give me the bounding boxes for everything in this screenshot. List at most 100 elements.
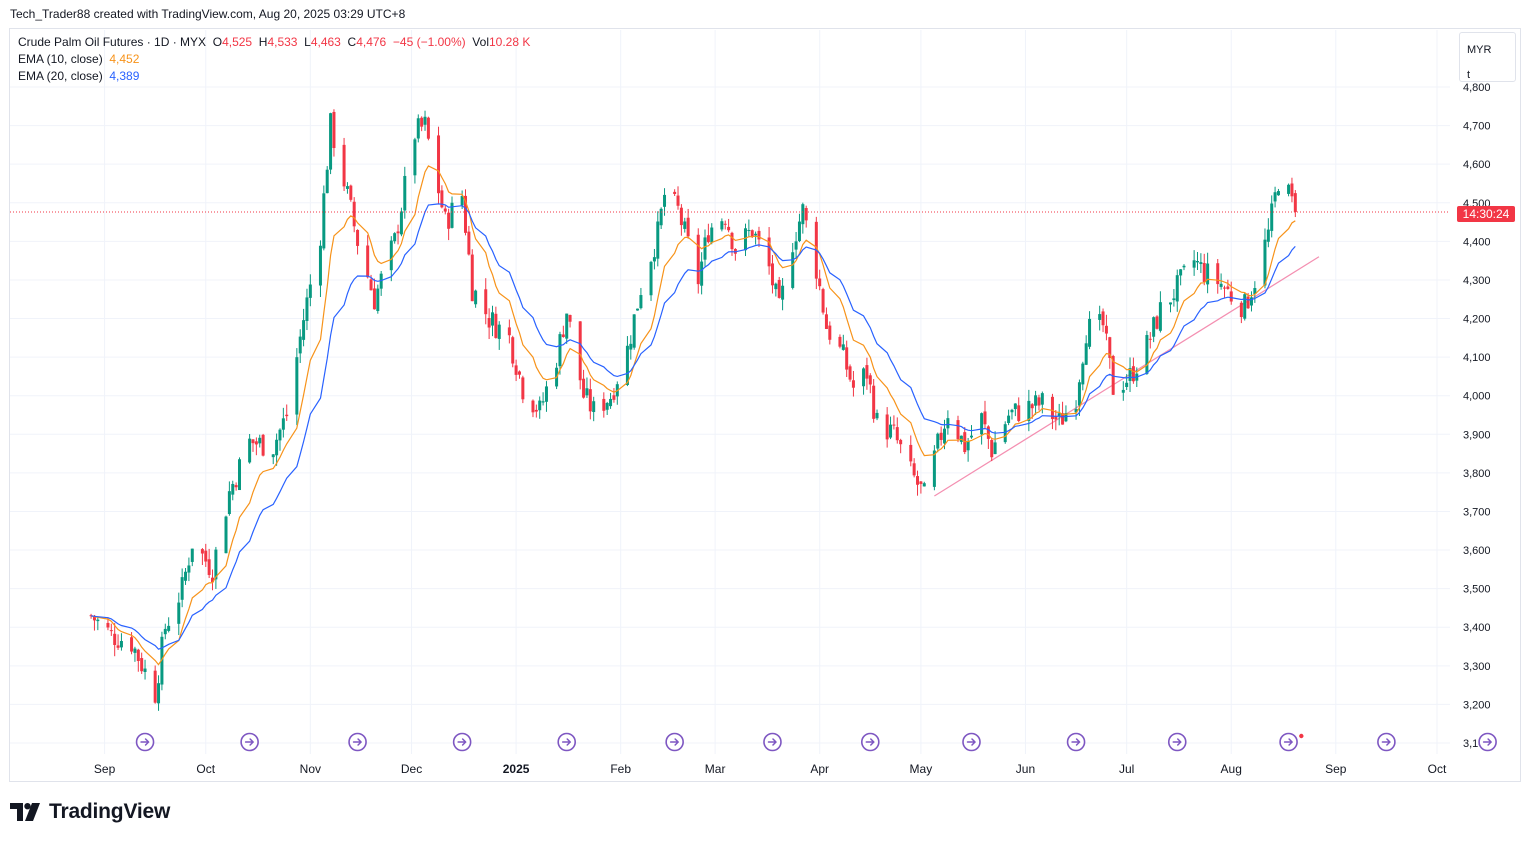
event-marker-icon[interactable] — [348, 732, 367, 752]
event-marker-arrow — [244, 738, 255, 746]
event-marker-arrow — [966, 738, 977, 746]
candle-body — [609, 398, 613, 407]
candle-body — [939, 432, 943, 440]
currency-label: MYR — [1467, 44, 1492, 56]
grid-lines — [10, 30, 1450, 754]
candle-body — [426, 117, 430, 139]
candle-body — [889, 424, 893, 438]
candle-body — [774, 283, 778, 290]
event-marker-icon[interactable] — [962, 732, 981, 752]
event-marker-icon[interactable] — [860, 732, 880, 752]
candle-body — [1287, 184, 1291, 194]
candle-body — [969, 435, 973, 438]
price-tick-label: 3,400 — [1463, 622, 1491, 634]
candles-group — [89, 109, 1297, 711]
candle-body — [1088, 318, 1092, 347]
candle-body — [727, 226, 731, 231]
event-marker-icon[interactable] — [763, 732, 782, 752]
candle-body — [1111, 355, 1115, 395]
candle-body — [416, 118, 420, 139]
candle-body — [470, 254, 474, 302]
candle-body — [1243, 294, 1247, 319]
ema20-label: EMA (20, close) — [18, 69, 103, 83]
event-marker-icon[interactable] — [452, 732, 472, 752]
event-marker-icon[interactable] — [1279, 732, 1298, 752]
candle-body — [231, 483, 235, 495]
currency-unit-box[interactable]: MYR t — [1459, 32, 1516, 82]
event-marker-icon[interactable] — [240, 732, 259, 752]
candle-body — [1222, 287, 1226, 289]
candle-body — [494, 313, 498, 338]
candle-body — [838, 336, 842, 347]
candle-body — [214, 549, 218, 580]
price-tick-label: 3,500 — [1463, 584, 1491, 596]
candle-body — [133, 648, 137, 653]
candle-body — [211, 577, 215, 583]
legend-ema20-row[interactable]: EMA (20, close) 4,389 — [18, 68, 530, 85]
event-marker-icon[interactable] — [1478, 732, 1497, 752]
candle-body — [899, 439, 903, 445]
legend-ema10-row[interactable]: EMA (10, close) 4,452 — [18, 51, 530, 68]
event-marker-icon[interactable] — [665, 732, 684, 752]
price-tick-label: 4,100 — [1463, 352, 1491, 364]
candle-body — [281, 418, 285, 430]
candle-body — [376, 288, 380, 312]
candle-body — [720, 221, 724, 230]
candle-body — [184, 571, 188, 581]
event-marker-icon[interactable] — [1066, 732, 1086, 752]
candle-body — [157, 683, 161, 704]
candle-body — [1273, 192, 1277, 202]
candle-body — [1027, 400, 1031, 421]
time-tick-label: May — [910, 762, 933, 776]
candle-body — [1239, 302, 1243, 318]
ema10-line — [90, 165, 1296, 666]
candle-body — [565, 313, 569, 339]
volume-label: Vol — [472, 35, 489, 49]
symbol-label[interactable]: Crude Palm Oil Futures · 1D · MYX — [18, 35, 207, 49]
candle-body — [851, 380, 855, 388]
candle-body — [484, 289, 488, 315]
candle-body — [248, 438, 252, 463]
brand-name: TradingView — [49, 800, 171, 823]
candle-body — [1152, 317, 1156, 337]
tradingview-logo[interactable]: TradingView — [10, 800, 170, 824]
candle-body — [1263, 239, 1267, 286]
candle-body — [403, 175, 407, 211]
candle-body — [130, 637, 134, 652]
candle-body — [204, 550, 208, 562]
low-value: 4,463 — [310, 35, 341, 49]
candle-body — [730, 232, 734, 250]
chart-frame[interactable] — [9, 28, 1521, 782]
candle-body — [750, 230, 754, 237]
candle-body — [922, 483, 926, 487]
candle-body — [302, 320, 306, 340]
event-marker-icon[interactable] — [135, 732, 155, 752]
candle-body — [993, 442, 997, 455]
candle-body — [602, 398, 606, 411]
countdown-price-tag: 14:30:24 — [1457, 206, 1515, 222]
tradingview-logo-icon — [10, 803, 40, 821]
candle-body — [163, 628, 167, 635]
time-tick-label: Jul — [1119, 762, 1134, 776]
candle-body — [1182, 265, 1186, 268]
event-marker-icon[interactable] — [1377, 732, 1396, 752]
unit-label: t — [1467, 69, 1471, 81]
candle-body — [990, 440, 994, 458]
candle-body — [349, 185, 353, 200]
candle-body — [460, 196, 464, 206]
time-tick-label: Aug — [1221, 762, 1242, 776]
legend-ohlc-row: Crude Palm Oil Futures · 1D · MYX O4,525… — [18, 34, 530, 51]
candle-body — [723, 223, 727, 225]
candle-body — [804, 208, 808, 221]
candle-body — [1192, 260, 1196, 268]
event-marker-icon[interactable] — [1167, 732, 1187, 752]
candle-body — [983, 411, 987, 425]
price-tick-label: 4,300 — [1463, 275, 1491, 287]
candle-body — [1084, 343, 1088, 365]
candle-body — [1050, 396, 1054, 420]
candle-body — [1226, 286, 1230, 289]
ema20-line — [91, 203, 1296, 650]
candle-body — [865, 365, 869, 379]
event-marker-icon[interactable] — [557, 732, 577, 752]
